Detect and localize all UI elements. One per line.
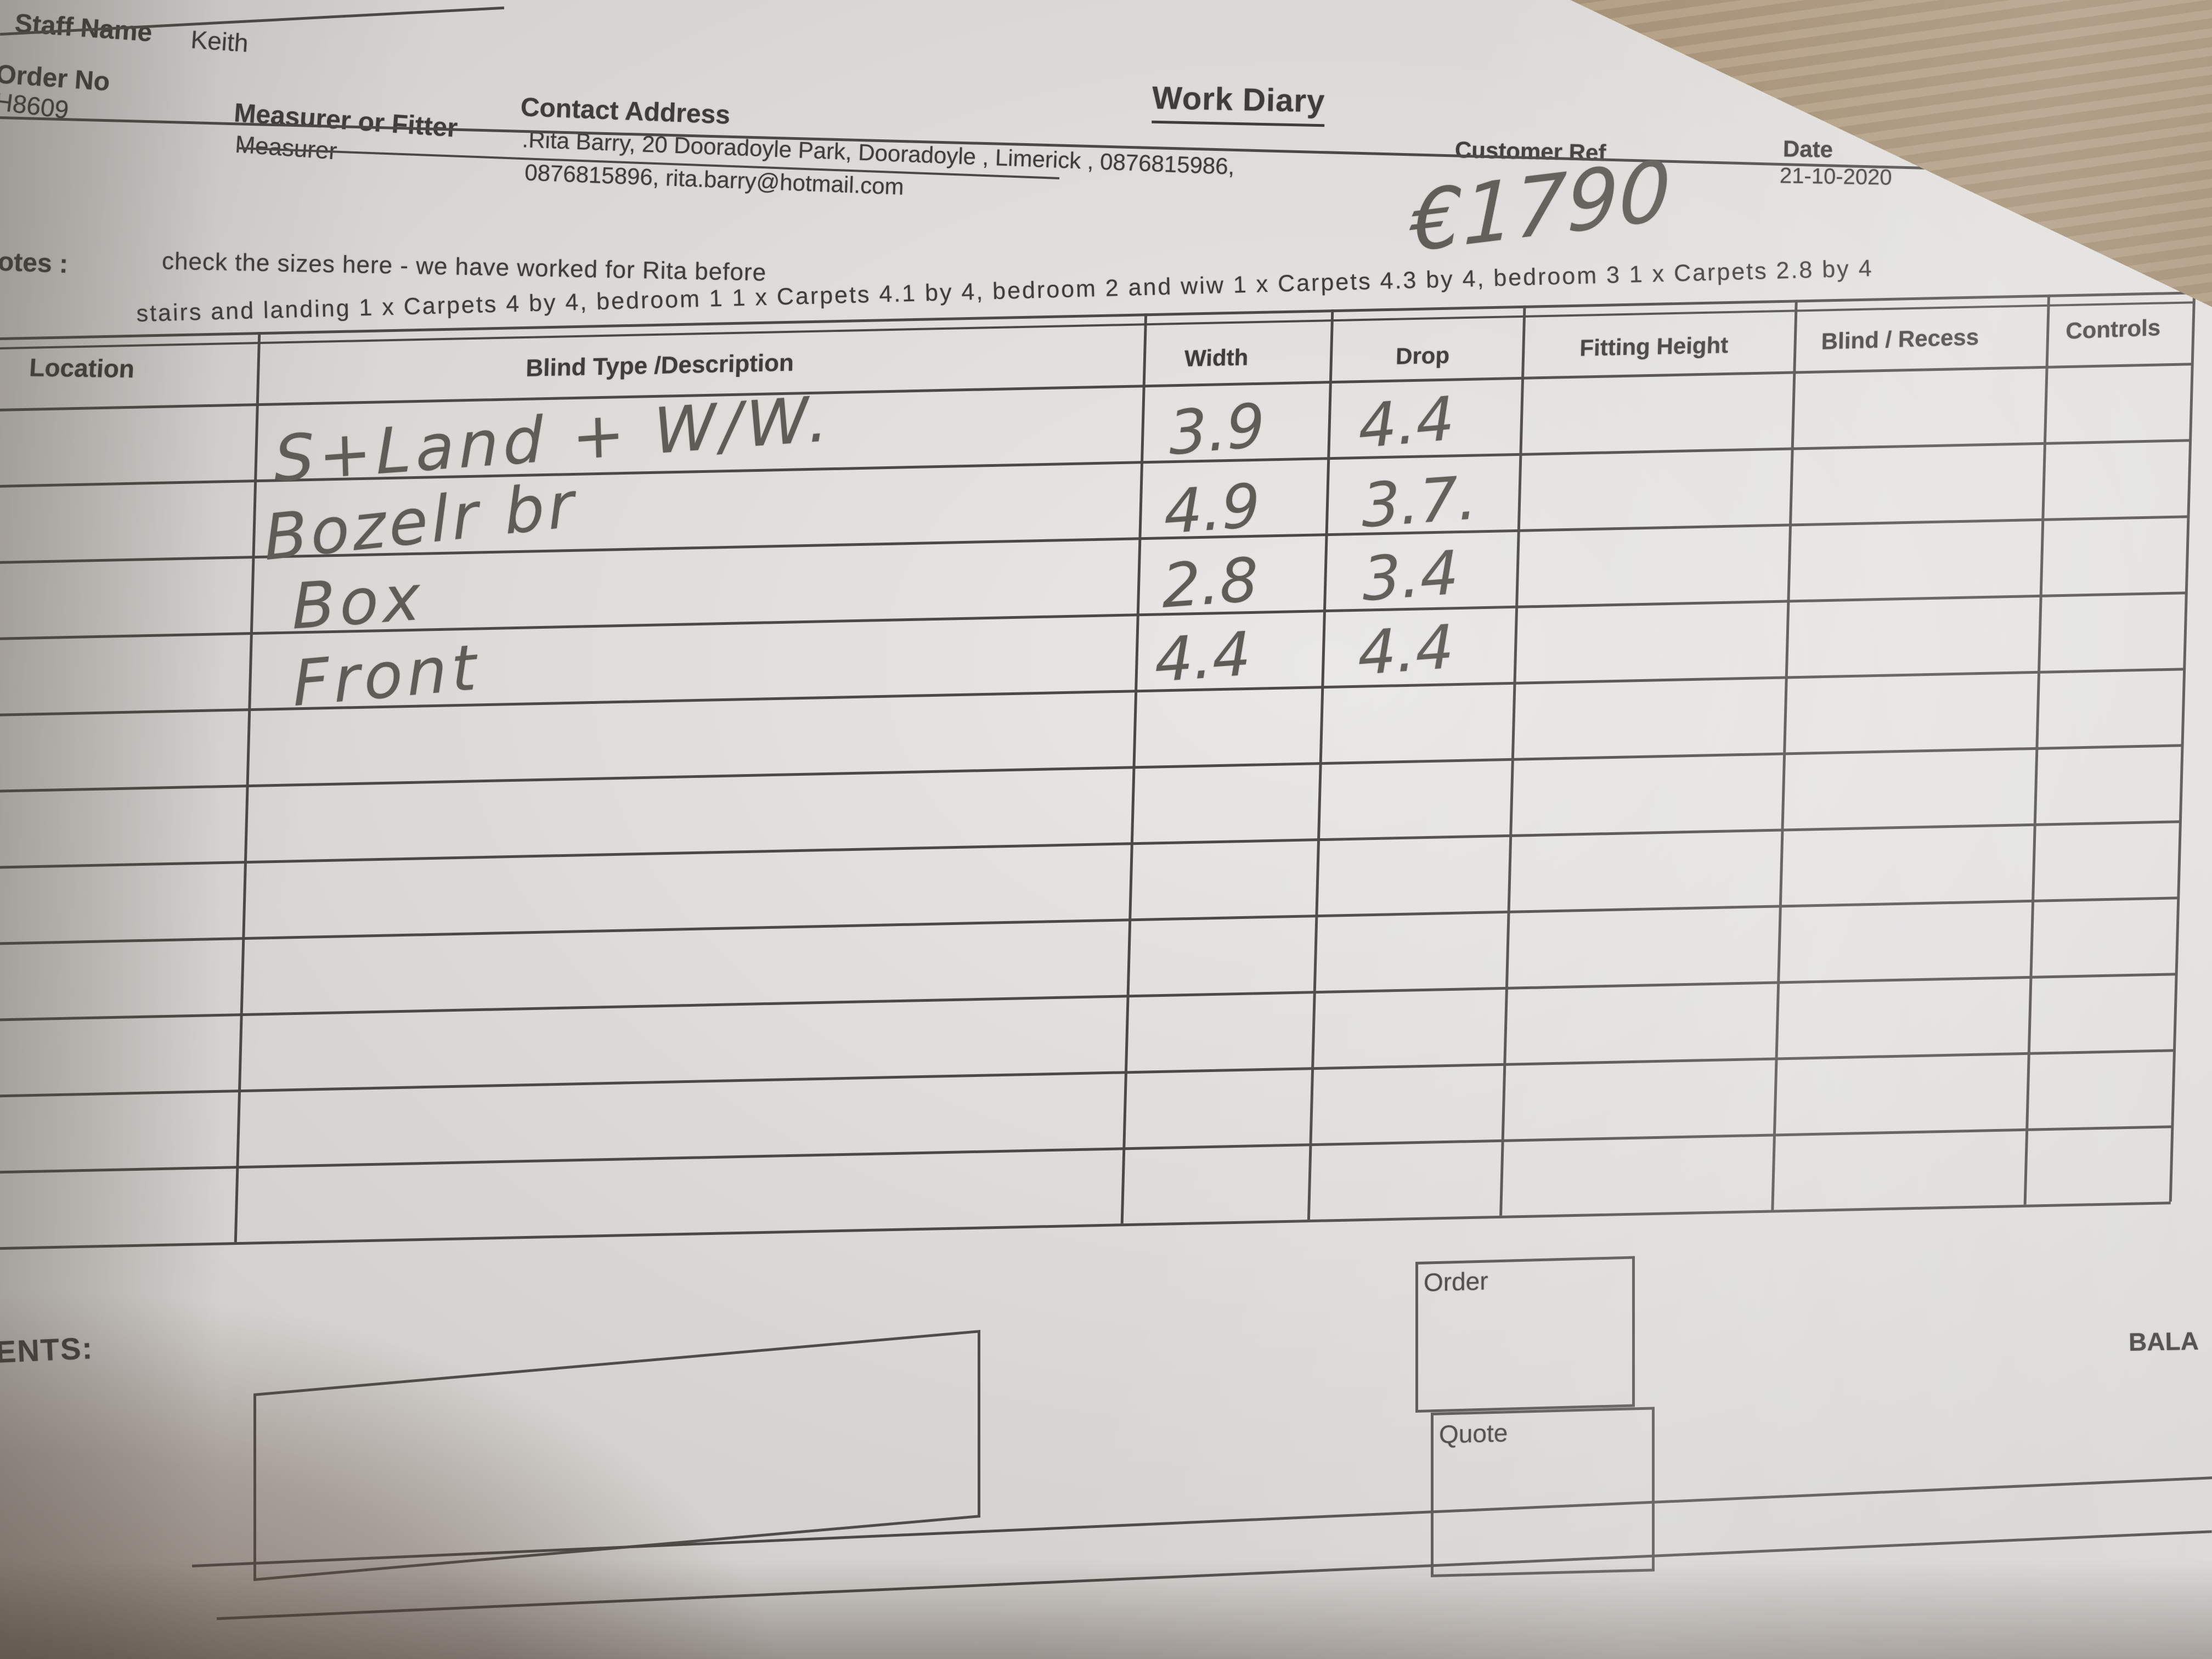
order-box: Order bbox=[1415, 1256, 1635, 1413]
col-header-blind-recess: Blind / Recess bbox=[1821, 324, 1979, 354]
measurement-table: Location Blind Type /Description Width D… bbox=[0, 291, 2212, 1259]
row1-drop: 4.4 bbox=[1357, 383, 1456, 462]
col-header-description: Blind Type /Description bbox=[525, 349, 794, 382]
row3-drop: 3.4 bbox=[1361, 537, 1460, 615]
row-line bbox=[0, 896, 2179, 945]
row-line bbox=[0, 1049, 2175, 1098]
row2-width: 4.9 bbox=[1163, 470, 1261, 548]
row1-width: 3.9 bbox=[1167, 390, 1267, 469]
row4-drop: 4.4 bbox=[1357, 611, 1455, 689]
date-label: Date bbox=[1782, 136, 1833, 162]
quote-box-label: Quote bbox=[1439, 1418, 1508, 1449]
row3-width: 2.8 bbox=[1161, 544, 1259, 622]
col-header-location: Location bbox=[29, 353, 136, 383]
comments-label: ENTS: bbox=[0, 1330, 94, 1369]
col-header-controls: Controls bbox=[2066, 314, 2161, 344]
col-header-drop: Drop bbox=[1395, 342, 1450, 369]
row-line bbox=[0, 973, 2177, 1022]
page-title: Work Diary bbox=[1152, 79, 1325, 127]
notes-label: otes : bbox=[0, 247, 69, 279]
order-box-label: Order bbox=[1424, 1266, 1488, 1297]
row-line bbox=[0, 1125, 2173, 1174]
row4-description: Front bbox=[291, 630, 482, 721]
row4-width: 4.4 bbox=[1154, 618, 1252, 696]
row-line bbox=[0, 363, 2193, 411]
row-line bbox=[0, 820, 2181, 869]
row3-description: Box bbox=[291, 561, 426, 644]
quote-box: Quote bbox=[1431, 1407, 1655, 1577]
col-header-width: Width bbox=[1184, 344, 1249, 371]
row-line bbox=[0, 744, 2183, 793]
col-header-fitting-height: Fitting Height bbox=[1579, 332, 1729, 361]
row2-drop: 3.7. bbox=[1361, 462, 1478, 541]
balance-label: BALA bbox=[2128, 1326, 2199, 1357]
staff-name-value: Keith bbox=[190, 25, 250, 58]
